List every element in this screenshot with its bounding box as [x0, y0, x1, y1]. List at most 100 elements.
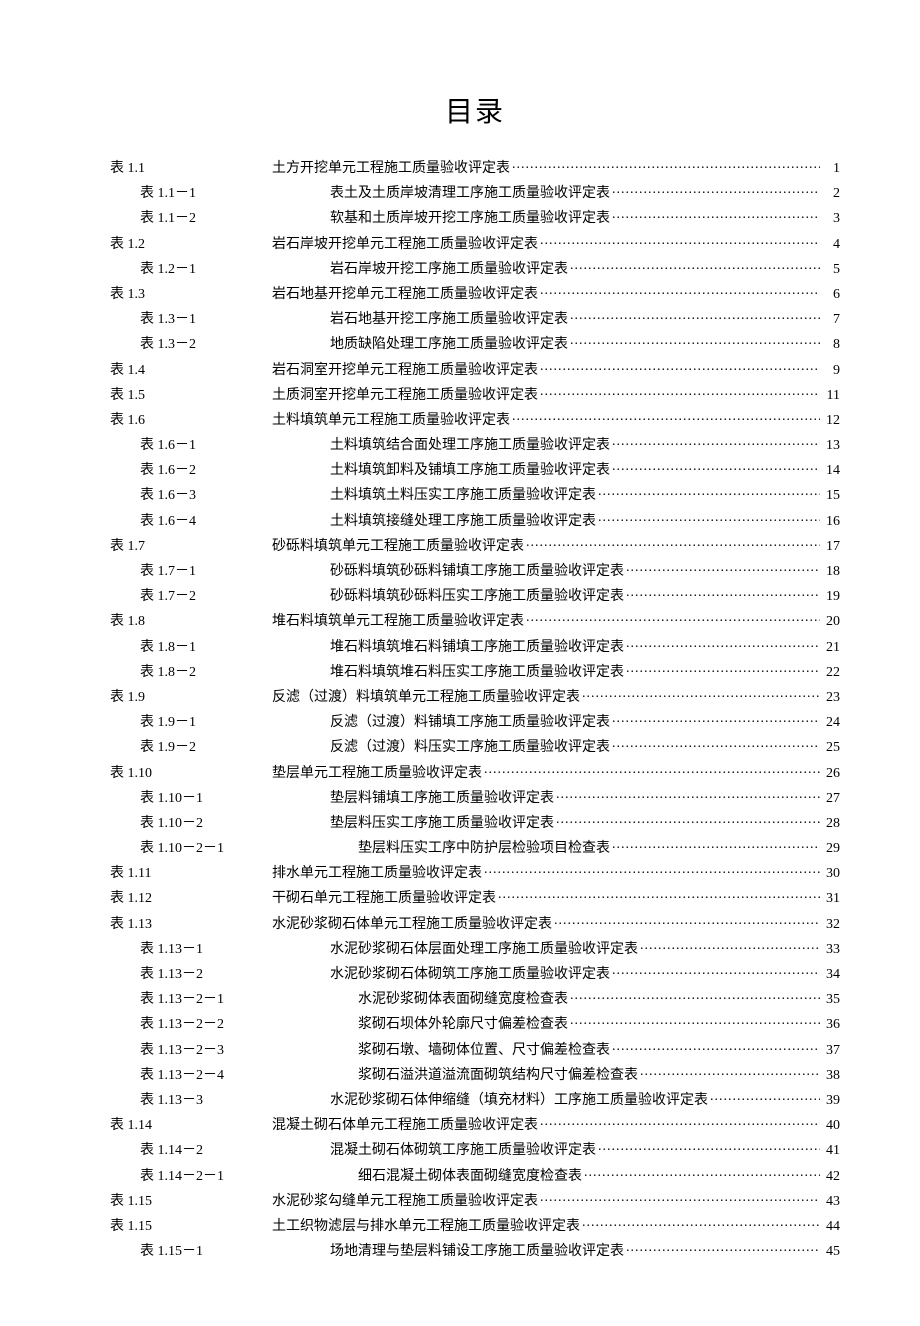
toc-entry-page: 12: [822, 414, 840, 428]
toc-entry-label: 表 1.15: [110, 1195, 272, 1209]
toc-leader-dots: [582, 1216, 820, 1230]
toc-row: 表 1.14－2－1细石混凝土砌体表面砌缝宽度检查表42: [110, 1166, 840, 1184]
toc-leader-dots: [570, 1014, 820, 1028]
toc-entry-page: 2: [822, 187, 840, 201]
toc-entry-page: 34: [822, 968, 840, 982]
toc-row: 表 1.2－1岩石岸坡开挖工序施工质量验收评定表5: [110, 259, 840, 277]
toc-entry-page: 29: [822, 842, 840, 856]
toc-entry-text: 土料填筑结合面处理工序施工质量验收评定表: [302, 439, 610, 453]
toc-leader-dots: [710, 1090, 820, 1104]
toc-entry-text: 垫层料压实工序施工质量验收评定表: [302, 817, 554, 831]
toc-entry-page: 40: [822, 1119, 840, 1133]
toc-entry-text: 土料填筑单元工程施工质量验收评定表: [272, 414, 510, 428]
toc-entry-label: 表 1.1: [110, 162, 272, 176]
toc-row: 表 1.10－2垫层料压实工序施工质量验收评定表28: [110, 813, 840, 831]
toc-entry-page: 14: [822, 464, 840, 478]
toc-row: 表 1.9反滤（过渡）料填筑单元工程施工质量验收评定表23: [110, 687, 840, 705]
toc-row: 表 1.13－2水泥砂浆砌石体砌筑工序施工质量验收评定表34: [110, 964, 840, 982]
toc-list: 表 1.1土方开挖单元工程施工质量验收评定表1表 1.1－1表土及土质岸坡清理工…: [110, 158, 840, 1259]
toc-entry-label: 表 1.12: [110, 892, 272, 906]
toc-leader-dots: [498, 888, 820, 902]
toc-entry-label: 表 1.14: [110, 1119, 272, 1133]
toc-leader-dots: [512, 158, 820, 172]
toc-entry-page: 37: [822, 1044, 840, 1058]
toc-entry-label: 表 1.6: [110, 414, 272, 428]
toc-entry-page: 35: [822, 993, 840, 1007]
toc-entry-label: 表 1.15: [110, 1220, 272, 1234]
toc-entry-text: 表土及土质岸坡清理工序施工质量验收评定表: [302, 187, 610, 201]
toc-entry-page: 28: [822, 817, 840, 831]
toc-entry-text: 水泥砂浆砌石体单元工程施工质量验收评定表: [272, 918, 552, 932]
toc-entry-text: 软基和土质岸坡开挖工序施工质量验收评定表: [302, 212, 610, 226]
toc-entry-label: 表 1.10－1: [110, 792, 302, 806]
toc-entry-label: 表 1.9－1: [110, 716, 302, 730]
toc-entry-text: 地质缺陷处理工序施工质量验收评定表: [302, 338, 568, 352]
toc-entry-page: 41: [822, 1144, 840, 1158]
toc-row: 表 1.13－2－2浆砌石坝体外轮廓尺寸偏差检查表36: [110, 1014, 840, 1032]
toc-row: 表 1.8堆石料填筑单元工程施工质量验收评定表20: [110, 611, 840, 629]
toc-leader-dots: [612, 838, 820, 852]
toc-leader-dots: [540, 234, 820, 248]
toc-entry-text: 堆石料填筑单元工程施工质量验收评定表: [272, 615, 524, 629]
toc-row: 表 1.1－2软基和土质岸坡开挖工序施工质量验收评定表3: [110, 208, 840, 226]
toc-entry-text: 土料填筑接缝处理工序施工质量验收评定表: [302, 515, 596, 529]
toc-row: 表 1.3岩石地基开挖单元工程施工质量验收评定表6: [110, 284, 840, 302]
toc-entry-label: 表 1.8: [110, 615, 272, 629]
toc-entry-page: 17: [822, 540, 840, 554]
toc-entry-text: 土料填筑卸料及铺填工序施工质量验收评定表: [302, 464, 610, 478]
toc-entry-page: 5: [822, 263, 840, 277]
toc-entry-text: 混凝土砌石体砌筑工序施工质量验收评定表: [302, 1144, 596, 1158]
toc-leader-dots: [540, 1115, 820, 1129]
toc-entry-label: 表 1.7－1: [110, 565, 302, 579]
toc-entry-text: 排水单元工程施工质量验收评定表: [272, 867, 482, 881]
toc-row: 表 1.13－2－1水泥砂浆砌体表面砌缝宽度检查表35: [110, 989, 840, 1007]
toc-entry-page: 18: [822, 565, 840, 579]
toc-entry-label: 表 1.6－2: [110, 464, 302, 478]
toc-entry-page: 33: [822, 943, 840, 957]
toc-leader-dots: [484, 863, 820, 877]
toc-leader-dots: [582, 687, 820, 701]
toc-leader-dots: [626, 637, 820, 651]
toc-entry-page: 7: [822, 313, 840, 327]
toc-entry-label: 表 1.14－2: [110, 1144, 302, 1158]
toc-entry-text: 水泥砂浆砌石体层面处理工序施工质量验收评定表: [302, 943, 638, 957]
toc-entry-label: 表 1.13－2: [110, 968, 302, 982]
toc-row: 表 1.6－2土料填筑卸料及铺填工序施工质量验收评定表 14: [110, 460, 840, 478]
toc-leader-dots: [612, 737, 820, 751]
toc-entry-text: 岩石岸坡开挖工序施工质量验收评定表: [302, 263, 568, 277]
toc-row: 表 1.6土料填筑单元工程施工质量验收评定表 12: [110, 410, 840, 428]
toc-row: 表 1.3－1岩石地基开挖工序施工质量验收评定表7: [110, 309, 840, 327]
toc-entry-text: 场地清理与垫层料铺设工序施工质量验收评定表: [302, 1245, 624, 1259]
toc-entry-text: 垫层料压实工序中防护层检验项目检查表: [302, 842, 610, 856]
toc-entry-text: 干砌石单元工程施工质量验收评定表: [272, 892, 496, 906]
toc-entry-text: 砂砾料填筑砂砾料压实工序施工质量验收评定表: [302, 590, 624, 604]
toc-entry-label: 表 1.4: [110, 364, 272, 378]
toc-entry-label: 表 1.1－2: [110, 212, 302, 226]
toc-row: 表 1.10－1垫层料铺填工序施工质量验收评定表27: [110, 788, 840, 806]
toc-row: 表 1.5土质洞室开挖单元工程施工质量验收评定表11: [110, 385, 840, 403]
toc-leader-dots: [626, 1241, 820, 1255]
toc-entry-page: 38: [822, 1069, 840, 1083]
toc-row: 表 1.10垫层单元工程施工质量验收评定表26: [110, 763, 840, 781]
toc-entry-label: 表 1.15－1: [110, 1245, 302, 1259]
toc-entry-page: 39: [822, 1094, 840, 1108]
toc-entry-page: 30: [822, 867, 840, 881]
toc-entry-text: 水泥砂浆砌体表面砌缝宽度检查表: [302, 993, 568, 1007]
toc-leader-dots: [612, 712, 820, 726]
toc-row: 表 1.1土方开挖单元工程施工质量验收评定表1: [110, 158, 840, 176]
toc-entry-label: 表 1.9－2: [110, 741, 302, 755]
toc-leader-dots: [570, 309, 820, 323]
toc-entry-text: 反滤（过渡）料铺填工序施工质量验收评定表: [302, 716, 610, 730]
toc-leader-dots: [484, 763, 820, 777]
toc-leader-dots: [526, 536, 820, 550]
toc-entry-label: 表 1.3－2: [110, 338, 302, 352]
toc-row: 表 1.6－1土料填筑结合面处理工序施工质量验收评定表13: [110, 435, 840, 453]
toc-row: 表 1.14－2混凝土砌石体砌筑工序施工质量验收评定表 41: [110, 1140, 840, 1158]
toc-entry-text: 反滤（过渡）料填筑单元工程施工质量验收评定表: [272, 691, 580, 705]
toc-entry-label: 表 1.13－1: [110, 943, 302, 957]
toc-entry-page: 4: [822, 238, 840, 252]
toc-row: 表 1.13－2－3浆砌石墩、墙砌体位置、尺寸偏差检查表37: [110, 1040, 840, 1058]
toc-entry-page: 22: [822, 666, 840, 680]
toc-row: 表 1.7－1砂砾料填筑砂砾料铺填工序施工质量验收评定表18: [110, 561, 840, 579]
toc-entry-text: 岩石岸坡开挖单元工程施工质量验收评定表: [272, 238, 538, 252]
